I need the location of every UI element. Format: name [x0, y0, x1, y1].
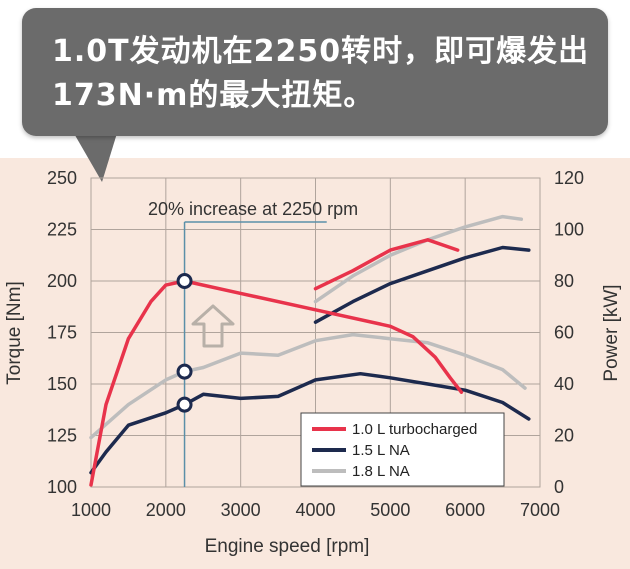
annotation-layer: 20% increase at 2250 rpm [148, 199, 358, 487]
torque-line-1-8-l-na [89, 332, 527, 440]
y2-tick-label: 40 [554, 374, 574, 394]
power-line-1-0-l-turbocharged [313, 238, 460, 291]
y-tick-label: 250 [47, 168, 77, 188]
up-arrow-icon [191, 304, 235, 348]
x-tick-label: 5000 [370, 500, 410, 520]
y2-tick-label: 120 [554, 168, 584, 188]
y-axis-title: Torque [Nm] [4, 281, 25, 384]
x-tick-label: 1000 [71, 500, 111, 520]
y2-tick-label: 0 [554, 477, 564, 497]
x-tick-label: 3000 [221, 500, 261, 520]
x-tick-label: 4000 [295, 500, 335, 520]
torque-marker-point [176, 396, 193, 413]
x-tick-label: 7000 [520, 500, 560, 520]
y-tick-label: 200 [47, 271, 77, 291]
callout-box [22, 8, 608, 136]
y2-tick-label: 100 [554, 220, 584, 240]
legend: 1.0 L turbocharged 1.5 L NA 1.8 L NA [300, 412, 505, 487]
y-tick-label: 175 [47, 323, 77, 343]
power-line-1-5-l-na [313, 245, 531, 324]
y-tick-label: 100 [47, 477, 77, 497]
y2-tick-label: 20 [554, 426, 574, 446]
legend-label: 1.5 L NA [352, 442, 410, 459]
x-tick-label: 6000 [445, 500, 485, 520]
legend-label: 1.0 L turbocharged [352, 421, 477, 438]
x-axis-title: Engine speed [rpm] [205, 536, 370, 557]
y-tick-label: 125 [47, 426, 77, 446]
callout-text: 1.0T发动机在2250转时，即可爆发出173N·m的最大扭矩。 [52, 34, 590, 113]
axis-ticks: 1000 2000 3000 4000 5000 6000 7000100125150175… [47, 168, 584, 520]
callout-tail [72, 130, 118, 182]
y-tick-label: 225 [47, 220, 77, 240]
torque-marker-point [176, 363, 193, 380]
torque-marker-point [176, 273, 193, 289]
legend-label: 1.8 L NA [352, 463, 410, 480]
torque-line-1-5-l-na [89, 371, 531, 475]
x-tick-label: 2000 [146, 500, 186, 520]
series-lines [89, 214, 531, 487]
markers [176, 273, 193, 413]
annotation-text: 20% increase at 2250 rpm [148, 199, 358, 219]
y-tick-label: 150 [47, 374, 77, 394]
y2-tick-label: 60 [554, 323, 574, 343]
y2-axis-title: Power [kW] [601, 284, 622, 381]
y2-tick-label: 80 [554, 271, 574, 291]
torque-line-1-0-l-turbocharged [89, 279, 464, 487]
